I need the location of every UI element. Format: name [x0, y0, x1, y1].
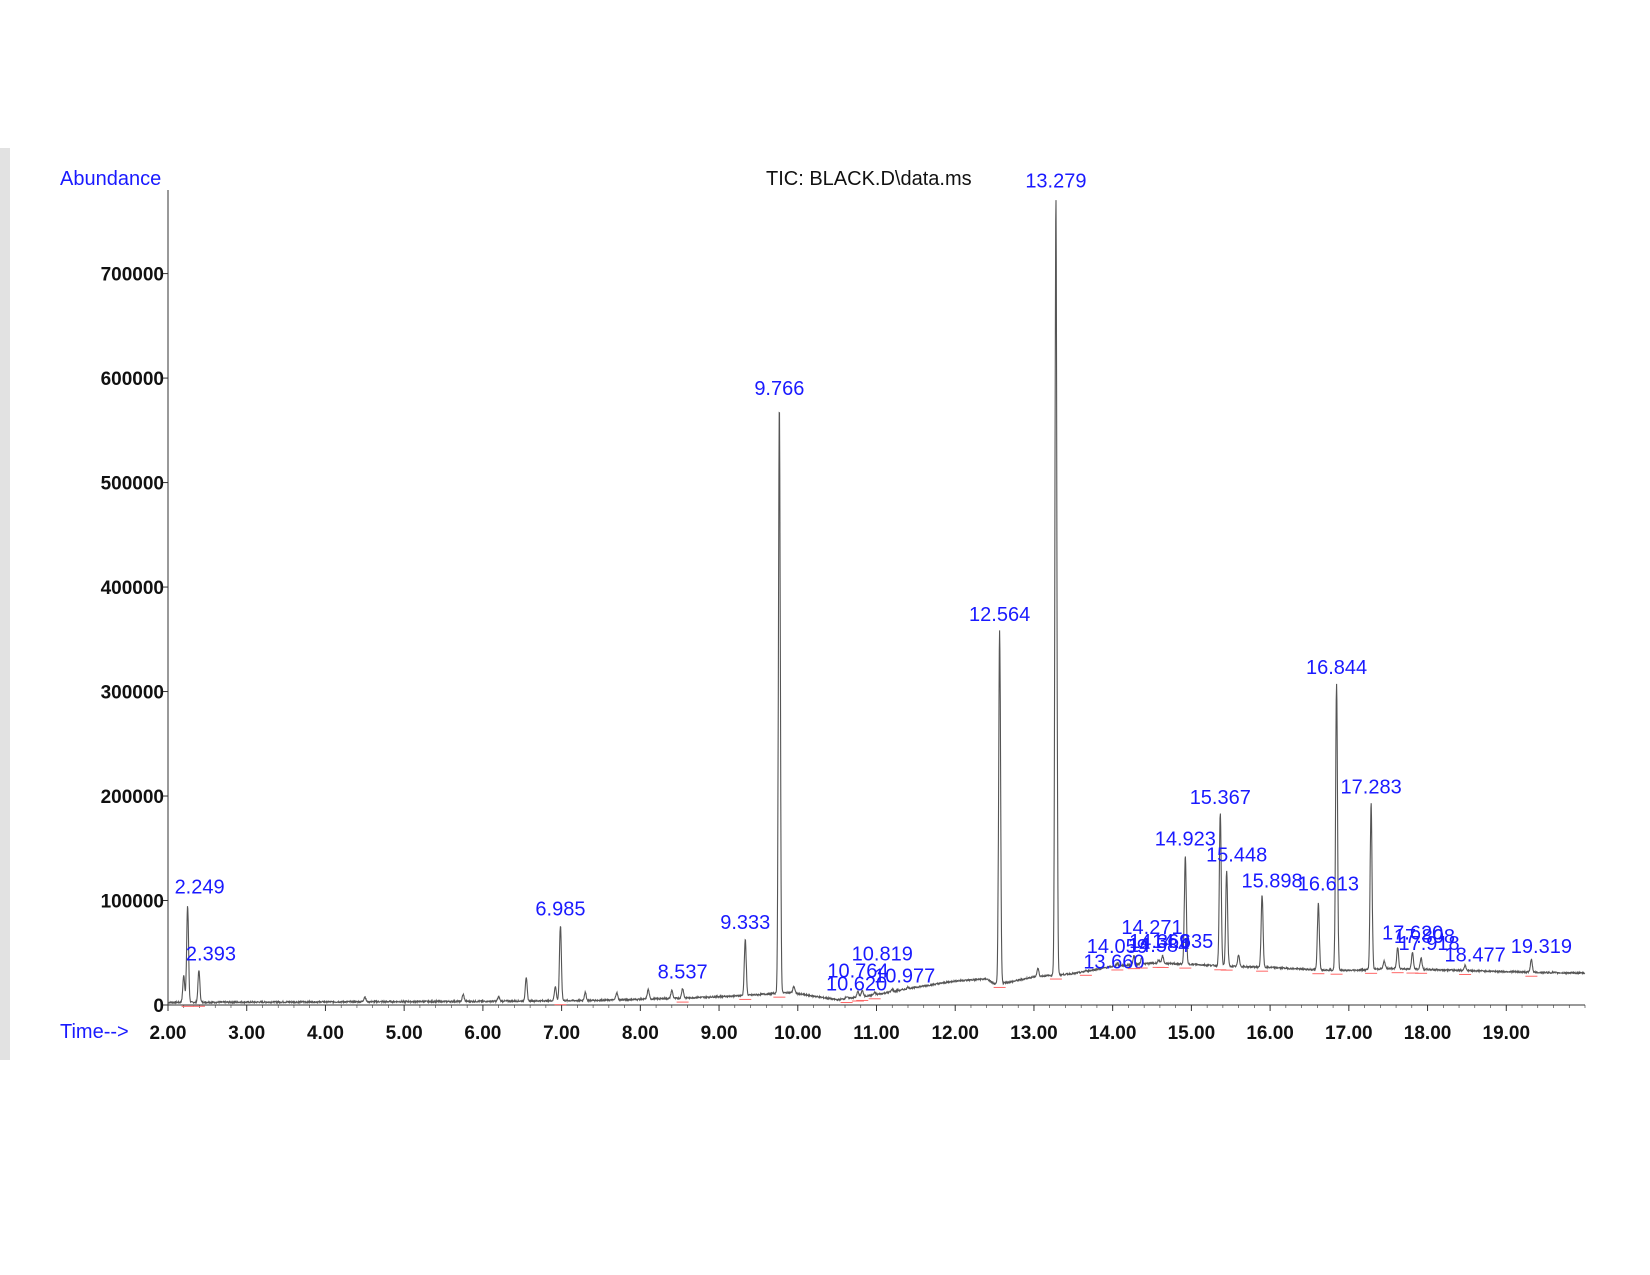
- peak-label: 17.283: [1341, 776, 1402, 798]
- y-tick-label: 100000: [101, 892, 164, 913]
- x-tick-label: 7.00: [543, 1023, 580, 1044]
- x-tick-label: 4.00: [307, 1023, 344, 1044]
- x-tick-label: 13.00: [1010, 1023, 1058, 1044]
- x-tick-label: 9.00: [701, 1023, 738, 1044]
- y-tick-label: 0: [153, 996, 164, 1017]
- peak-label: 18.477: [1445, 944, 1506, 966]
- peak-label: 19.319: [1511, 936, 1572, 958]
- peak-label: 14.923: [1155, 829, 1216, 851]
- peak-label: 16.613: [1298, 874, 1359, 896]
- tic-trace: [167, 200, 1586, 1005]
- x-tick-label: 5.00: [386, 1023, 423, 1044]
- peak-label: 16.844: [1306, 657, 1367, 679]
- peak-label: 15.367: [1190, 787, 1251, 809]
- peak-label: 8.537: [658, 961, 708, 983]
- peak-label: 13.660: [1083, 952, 1144, 974]
- y-tick-label: 400000: [101, 578, 164, 599]
- y-tick-label: 500000: [101, 474, 164, 495]
- x-tick-label: 8.00: [622, 1023, 659, 1044]
- x-tick-label: 11.00: [853, 1023, 900, 1044]
- x-tick-label: 10.00: [774, 1023, 822, 1044]
- x-tick-label: 6.00: [464, 1023, 501, 1044]
- y-tick-label: 300000: [101, 683, 164, 704]
- x-ticks: 2.00 3.00 4.00 5.00 6.00 7.00 8.00 9.00 10.00 11.…: [150, 1005, 1586, 1044]
- x-tick-label: 18.00: [1404, 1023, 1452, 1044]
- peak-label: 14.059: [1087, 936, 1148, 958]
- peak-label: 17.918: [1399, 933, 1460, 955]
- tic-line: [167, 200, 1586, 1005]
- x-axis-label: Time-->: [60, 1021, 129, 1043]
- x-tick-label: 14.00: [1089, 1023, 1137, 1044]
- peak-label: 10.977: [874, 965, 935, 987]
- peak-label: 13.279: [1025, 170, 1086, 192]
- peak-label: 6.985: [535, 899, 585, 921]
- x-tick-label: 17.00: [1325, 1023, 1373, 1044]
- peak-label: 14.271: [1121, 917, 1182, 939]
- x-tick-label: 19.00: [1483, 1023, 1531, 1044]
- peak-labels: 2.249 2.393 6.985 8.537 9.333 9.766 10.62010.7…: [175, 170, 1572, 1007]
- peak-label: 9.766: [754, 378, 804, 400]
- peak-label: 2.249: [175, 877, 225, 899]
- x-tick-label: 15.00: [1168, 1023, 1216, 1044]
- peak-label: 9.333: [720, 912, 770, 934]
- peak-label: 14.635: [1152, 931, 1213, 953]
- peak-label: 17.620: [1382, 923, 1443, 945]
- y-ticks: 0 100000 200000 300000 400000 500000 600000 700…: [101, 265, 168, 1017]
- peak-label: 14.584: [1128, 935, 1189, 957]
- x-tick-label: 16.00: [1246, 1023, 1294, 1044]
- x-tick-label: 2.00: [150, 1023, 187, 1044]
- peak-label: 15.898: [1241, 870, 1302, 892]
- peak-label: 15.448: [1206, 844, 1267, 866]
- peak-label: 10.620: [826, 974, 887, 996]
- peak-label: 2.393: [186, 944, 236, 966]
- x-tick-label: 3.00: [228, 1023, 265, 1044]
- y-tick-label: 700000: [101, 265, 164, 286]
- peak-label: 14.369: [1129, 931, 1190, 953]
- x-tick-label: 12.00: [931, 1023, 979, 1044]
- left-border-strip: [0, 148, 10, 1060]
- peak-label: 12.564: [969, 604, 1030, 626]
- chart-title: TIC: BLACK.D\data.ms: [766, 168, 972, 190]
- peak-label: 17.808: [1394, 926, 1455, 948]
- peak-label: 10.764: [827, 960, 888, 982]
- y-tick-label: 600000: [101, 369, 164, 390]
- y-tick-label: 200000: [101, 787, 164, 808]
- y-axis-label: Abundance: [60, 168, 161, 190]
- peak-label: 10.819: [852, 943, 913, 965]
